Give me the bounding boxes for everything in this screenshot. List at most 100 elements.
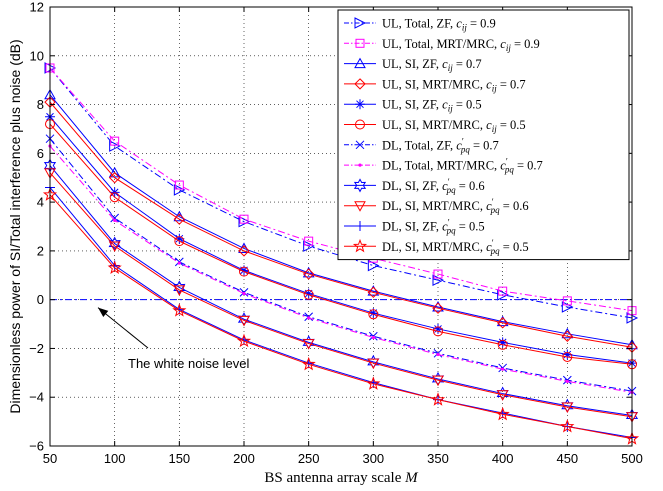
data-point-circle <box>239 266 249 277</box>
x-axis-label: BS antenna array scale M <box>264 470 419 486</box>
series-line <box>49 67 633 319</box>
legend-label: UL, Total, ZF, cij = 0.9 <box>382 17 496 33</box>
legend-item: UL, SI, MRT/MRC, cij = 0.7 <box>344 77 526 93</box>
series-line <box>49 116 633 364</box>
data-point-triangle-right <box>173 184 186 196</box>
y-tick-label: −2 <box>29 341 44 356</box>
data-point-point <box>177 261 181 265</box>
data-point-pentagram <box>352 238 368 253</box>
data-point-square <box>433 269 443 279</box>
data-point-triangle-right <box>497 288 509 301</box>
series-line <box>49 194 633 440</box>
data-point-diamond <box>173 213 186 225</box>
data-point-point <box>501 367 505 371</box>
data-point-asterisk <box>433 323 443 334</box>
annotation-arrow <box>97 307 149 349</box>
legend-label: DL, Total, ZF, c′ pq = 0.7 <box>382 136 499 154</box>
data-point-point <box>436 352 440 357</box>
legend-item: DL, Total, MRT/MRC, c′ pq = 0.7 <box>344 157 543 175</box>
legend-label: UL, SI, ZF, cij = 0.7 <box>382 57 482 73</box>
x-tick-labels: 50 100 150 200 250 300 350 400 450 500 <box>43 451 643 466</box>
y-tick-label: 4 <box>37 195 44 210</box>
legend-item: DL, SI, ZF, c′ pq = 0.6 <box>344 177 485 195</box>
y-axis-label: Dimensionless power of SI/Total interfer… <box>7 39 23 413</box>
data-point-hexagram <box>173 280 186 295</box>
data-point-diamond <box>238 245 250 257</box>
data-point-triangle-right <box>238 215 251 228</box>
axes-box <box>49 6 633 447</box>
series-line <box>49 145 633 393</box>
data-point-triangle-right <box>354 17 367 29</box>
data-point-triangle-up <box>354 57 366 69</box>
annotation-text: The white noise level <box>128 356 250 371</box>
data-point-pentagram <box>107 260 122 274</box>
y-tick-label: 12 <box>30 0 44 15</box>
data-point-square <box>562 296 572 306</box>
y-tick-label: 6 <box>37 146 44 161</box>
data-point-square <box>498 286 508 296</box>
series-line <box>49 165 633 417</box>
y-tick-label: 0 <box>37 292 44 307</box>
data-point-square <box>174 180 184 190</box>
y-tick-label: −4 <box>29 390 44 405</box>
data-point-triangle-down <box>238 315 250 327</box>
legend-item: DL, SI, MRT/MRC, c′ pq = 0.5 <box>344 238 529 256</box>
y-tick-label: −6 <box>29 439 44 454</box>
data-point-triangle-up <box>432 300 444 312</box>
series-line <box>49 123 633 365</box>
legend-item: UL, SI, ZF, cij = 0.7 <box>344 57 482 73</box>
legend-box <box>337 9 630 261</box>
data-point-point <box>113 218 117 223</box>
data-point-asterisk <box>497 337 508 348</box>
data-point-asterisk <box>174 233 185 244</box>
data-point-point <box>358 163 362 167</box>
x-tick-label: 400 <box>492 451 514 466</box>
legend-item: DL, SI, MRT/MRC, c′ pq = 0.6 <box>344 197 529 215</box>
series-8 <box>48 144 634 394</box>
series-line <box>49 101 633 348</box>
data-point-circle <box>433 326 443 337</box>
data-point-pentagram <box>236 333 252 348</box>
data-point-pentagram <box>366 376 381 390</box>
data-point-circle <box>497 339 508 350</box>
data-point-triangle-up <box>496 315 509 327</box>
series-line <box>49 138 633 392</box>
data-point-triangle-down <box>302 339 315 350</box>
data-point-circle <box>368 309 379 320</box>
data-point-circle <box>174 236 185 247</box>
data-point-triangle-down <box>108 241 121 253</box>
y-tick-label: 10 <box>30 48 44 63</box>
data-point-pentagram <box>495 406 510 421</box>
x-tick-label: 150 <box>168 451 190 466</box>
x-tick-label: 200 <box>233 451 255 466</box>
data-point-triangle-up <box>302 266 315 278</box>
data-point-diamond <box>302 268 315 280</box>
data-point-point <box>565 379 569 383</box>
data-point-triangle-down <box>354 201 366 212</box>
data-point-diamond <box>432 302 444 314</box>
legend-item: UL, SI, ZF, cij = 0.5 <box>344 98 482 114</box>
y-tick-label: 2 <box>37 243 44 258</box>
legend-item: UL, SI, MRT/MRC, cij = 0.5 <box>344 118 526 134</box>
x-tick-label: 500 <box>621 451 643 466</box>
data-point-triangle-up <box>108 166 121 178</box>
legend-item: UL, Total, MRT/MRC, cij = 0.9 <box>344 37 540 53</box>
data-point-triangle-down <box>561 402 574 414</box>
data-point-triangle-right <box>303 240 315 252</box>
data-point-diamond <box>367 286 380 299</box>
legend-label: UL, SI, ZF, cij = 0.5 <box>382 98 482 114</box>
series-line <box>49 187 633 438</box>
x-tick-label: 250 <box>298 451 320 466</box>
data-point-triangle-down <box>367 358 380 370</box>
data-point-asterisk <box>368 308 379 319</box>
data-point-circle <box>303 289 314 300</box>
series-line <box>49 172 633 418</box>
data-point-pentagram <box>560 419 575 433</box>
data-point-plus <box>355 221 365 231</box>
data-point-circle <box>355 119 365 130</box>
legend-label: UL, SI, MRT/MRC, cij = 0.5 <box>382 118 526 134</box>
legend-item: DL, Total, ZF, c′ pq = 0.7 <box>344 136 499 154</box>
data-point-asterisk <box>239 265 249 276</box>
data-point-pentagram <box>430 392 446 406</box>
